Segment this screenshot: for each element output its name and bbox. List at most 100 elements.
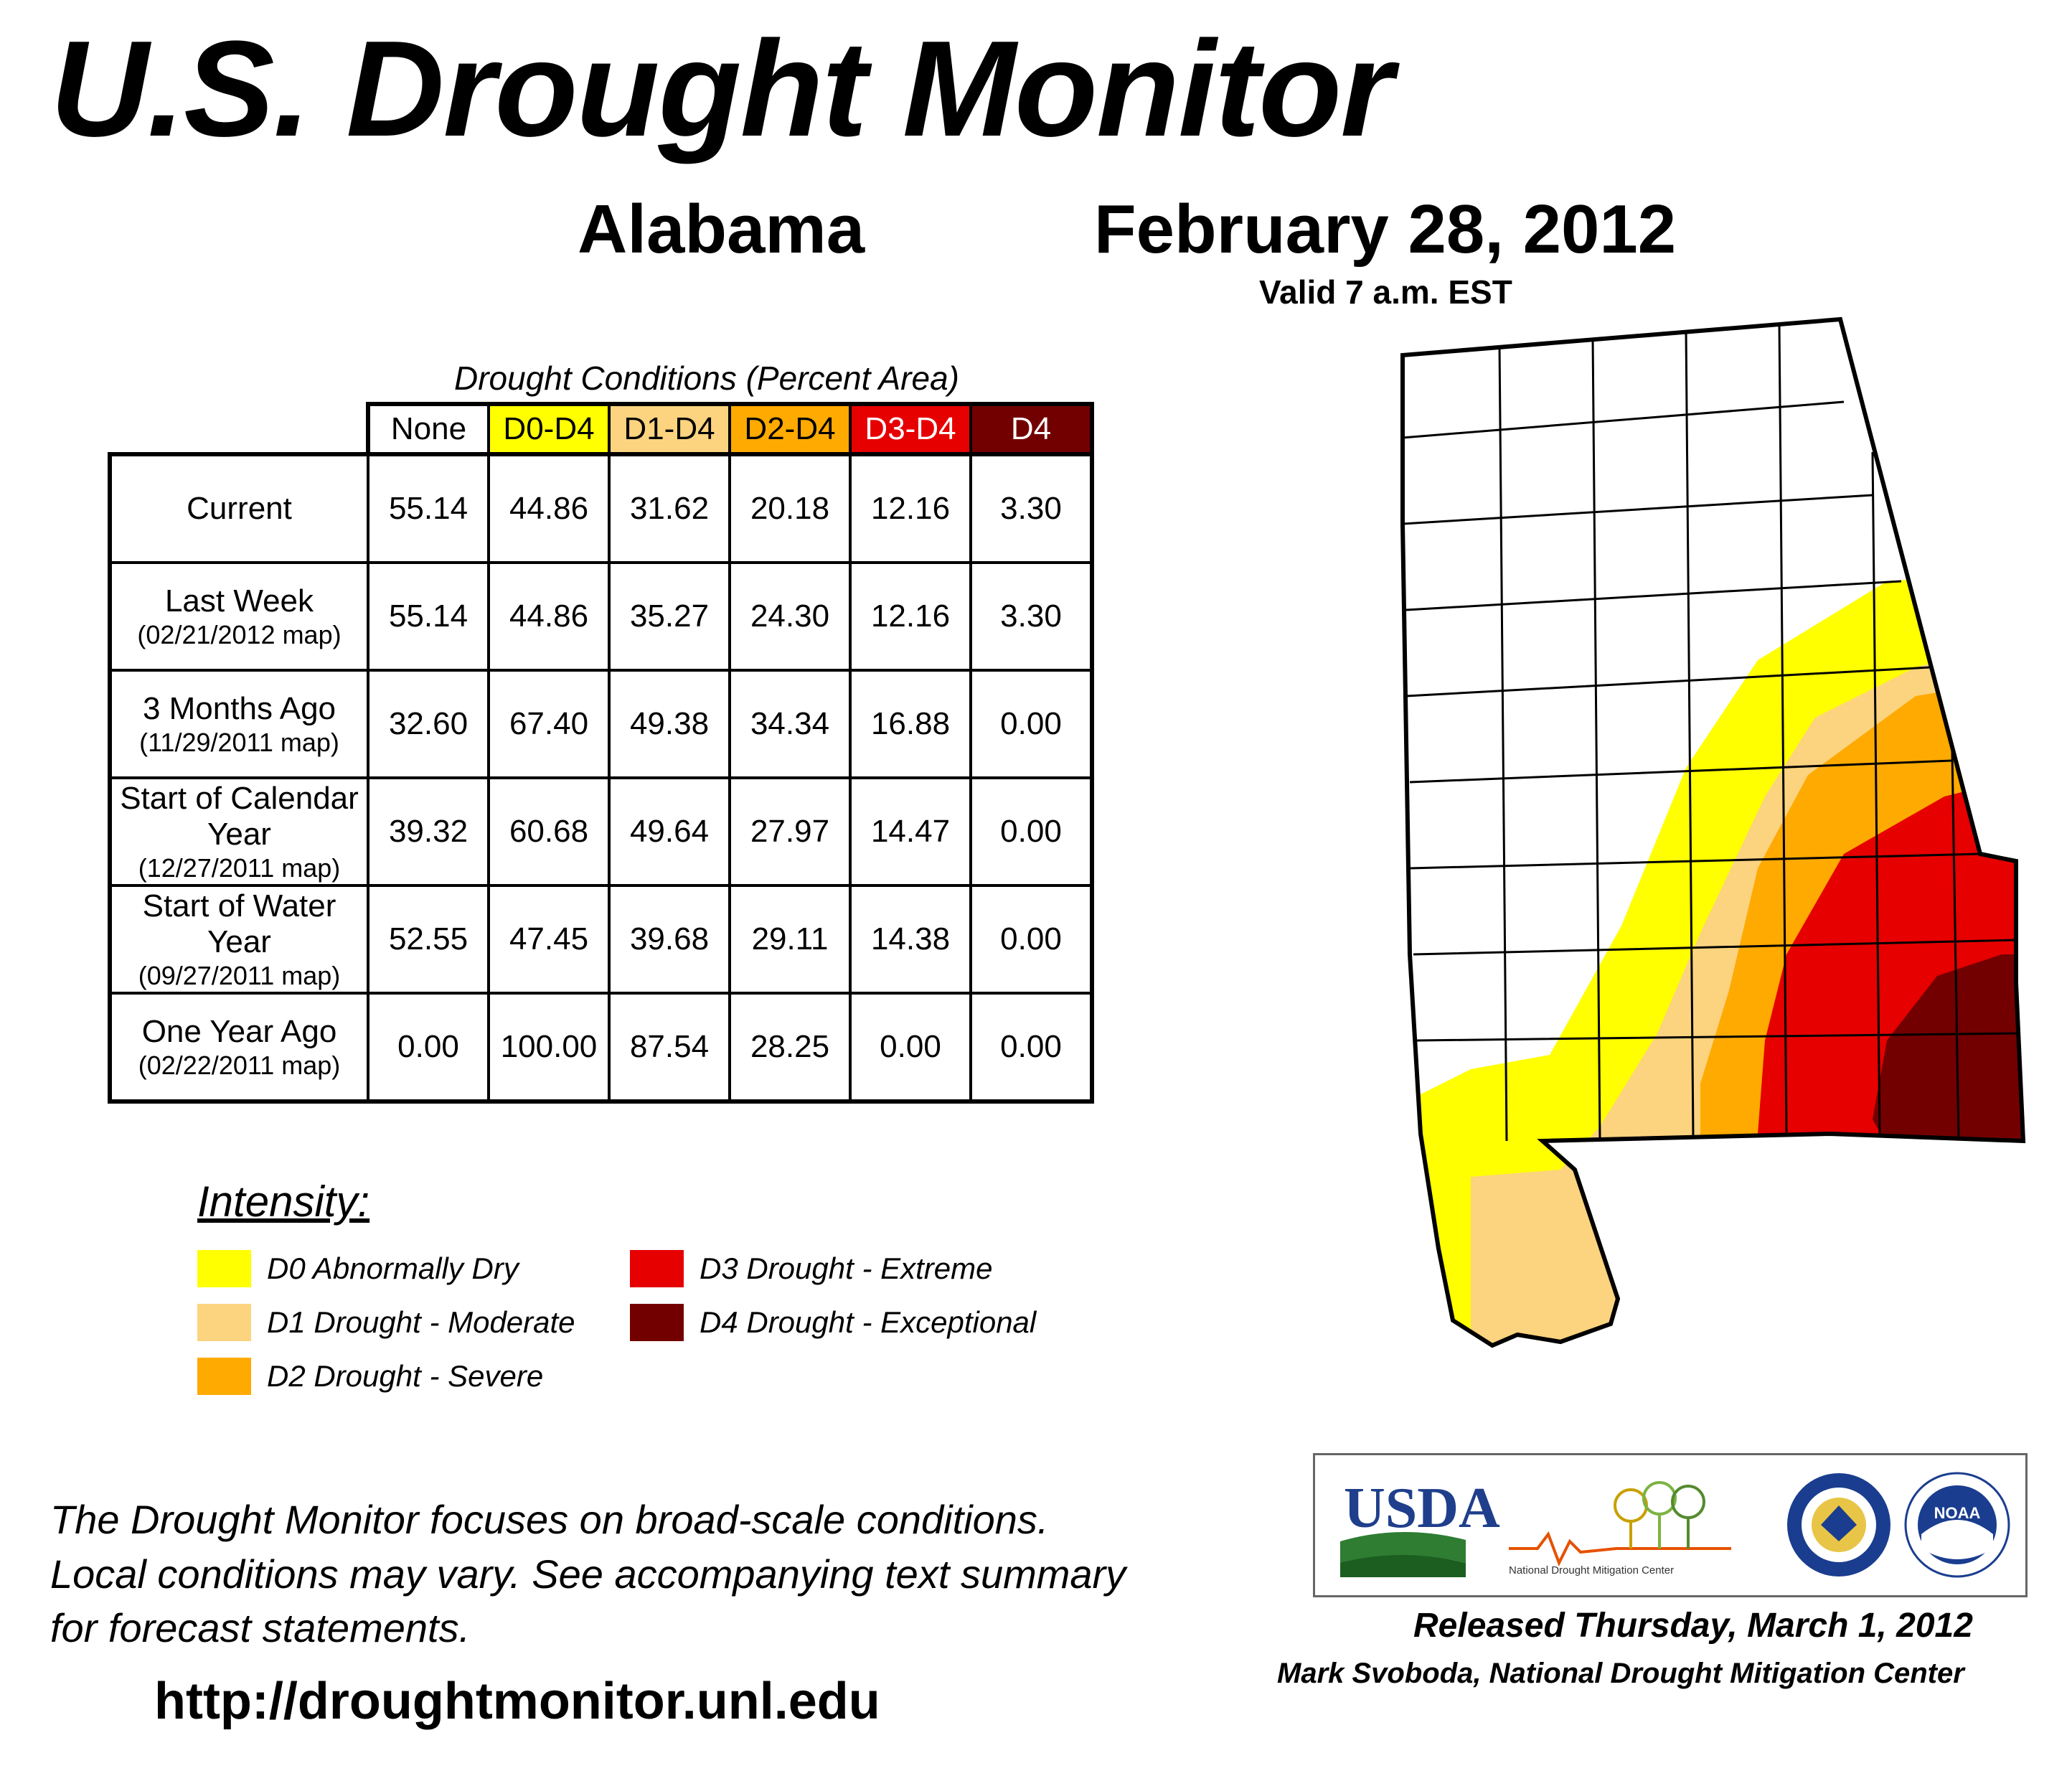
row-label-text: Last Week — [164, 583, 314, 619]
noaa-logo: NOAA — [1904, 1472, 2010, 1578]
row-label-text: One Year Ago — [141, 1014, 337, 1049]
table-cell: 49.64 — [608, 776, 731, 887]
valid-time: Valid 7 a.m. EST — [1259, 273, 1512, 311]
drought-conditions-table: None D0-D4 D1-D4 D2-D4 D3-D4 D4 Current 5… — [108, 402, 1094, 1104]
table-cell: 44.86 — [487, 561, 611, 672]
table-cell: 0.00 — [969, 884, 1094, 995]
alabama-drought-map — [1385, 309, 2030, 1399]
table-cell: 0.00 — [367, 992, 490, 1104]
table-header-row: None D0-D4 D1-D4 D2-D4 D3-D4 D4 — [110, 402, 1094, 456]
legend-title: Intensity: — [197, 1178, 370, 1226]
row-label-text: Start of Water Year — [142, 888, 336, 960]
table-cell: 49.38 — [608, 669, 731, 779]
col-header: D2-D4 — [728, 402, 852, 456]
row-label: Start of Calendar Year (12/27/2011 map) — [108, 776, 369, 887]
table-cell: 27.97 — [728, 776, 852, 887]
author-credit: Mark Svoboda, National Drought Mitigatio… — [1277, 1658, 1964, 1689]
table-cell: 67.40 — [487, 669, 611, 779]
row-label: Start of Water Year (09/27/2011 map) — [108, 884, 369, 995]
usda-logo-text: USDA — [1344, 1477, 1500, 1540]
website-link[interactable]: http://droughtmonitor.unl.edu — [154, 1673, 880, 1730]
row-label: Current — [108, 452, 369, 564]
table-cell: 0.00 — [969, 776, 1094, 887]
table-cell: 24.30 — [728, 561, 852, 672]
logos-svg: USDA National Drought Mitigation Center … — [1340, 1472, 2010, 1578]
drought-zones — [1403, 319, 2023, 1345]
table-cell: 28.25 — [728, 992, 852, 1104]
col-header: D4 — [969, 402, 1094, 456]
partner-logos: USDA National Drought Mitigation Center … — [1313, 1453, 2028, 1597]
table-row: Start of Calendar Year (12/27/2011 map) 39… — [108, 776, 1094, 887]
table-cell: 52.55 — [367, 884, 490, 995]
legend-swatch — [197, 1357, 251, 1395]
table-cell: 20.18 — [728, 452, 852, 564]
legend-swatch — [197, 1249, 251, 1287]
ndmc-logo-text: National Drought Mitigation Center — [1509, 1564, 1674, 1577]
row-label-date: (09/27/2011 map) — [138, 960, 341, 990]
commerce-seal — [1787, 1473, 1890, 1577]
table-cell: 44.86 — [487, 452, 611, 564]
map-date: February 28, 2012 — [1094, 191, 1677, 268]
row-label: Last Week (02/21/2012 map) — [108, 561, 369, 672]
table-cell: 0.00 — [969, 669, 1094, 779]
ndmc-logo: National Drought Mitigation Center — [1509, 1481, 1731, 1577]
table-cell: 29.11 — [728, 884, 852, 995]
table-cell: 16.88 — [849, 669, 972, 779]
table-cell: 87.54 — [608, 992, 731, 1104]
legend-label: D3 Drought - Extreme — [700, 1251, 993, 1285]
table-cell: 31.62 — [608, 452, 731, 564]
footnote-line: for forecast statements. — [50, 1605, 471, 1651]
col-header: D1-D4 — [608, 402, 731, 456]
table-row: Last Week (02/21/2012 map) 55.14 44.86 35.27… — [108, 561, 1094, 672]
state-name: Alabama — [578, 191, 865, 268]
table-cell: 12.16 — [849, 561, 972, 672]
legend-item-d3: D3 Drought - Extreme — [630, 1249, 992, 1288]
row-label-text: Current — [187, 490, 292, 526]
legend-item-d1: D1 Drought - Moderate — [197, 1302, 575, 1342]
d4-zone — [1873, 954, 2023, 1170]
table-cell: 100.00 — [487, 992, 611, 1104]
row-label: 3 Months Ago (11/29/2011 map) — [108, 669, 369, 779]
table-cell: 55.14 — [367, 561, 490, 672]
table-row: One Year Ago (02/22/2011 map) 0.00 100.00 87… — [108, 992, 1094, 1104]
legend-item-d0: D0 Abnormally Dry — [197, 1249, 519, 1288]
footnote-line: The Drought Monitor focuses on broad-sca… — [50, 1497, 1049, 1542]
legend-label: D1 Drought - Moderate — [267, 1305, 575, 1339]
table-cell: 0.00 — [849, 992, 972, 1104]
table-cell: 47.45 — [487, 884, 611, 995]
table-row: Current 55.14 44.86 31.62 20.18 12.16 3.30 — [108, 452, 1094, 564]
col-header: None — [366, 402, 490, 456]
row-label: One Year Ago (02/22/2011 map) — [108, 992, 369, 1104]
table-cell: 3.30 — [969, 452, 1094, 564]
row-label-text: Start of Calendar Year — [120, 780, 359, 852]
table-cell: 34.34 — [728, 669, 852, 779]
table-cell: 14.38 — [849, 884, 972, 995]
legend-item-d2: D2 Drought - Severe — [197, 1356, 543, 1396]
page-title: U.S. Drought Monitor — [50, 13, 1393, 165]
legend-swatch — [630, 1303, 684, 1341]
table-cell: 60.68 — [487, 776, 611, 887]
col-header: D0-D4 — [487, 402, 611, 456]
footnote-line: Local conditions may vary. See accompany… — [50, 1551, 1126, 1597]
county-lines — [1403, 322, 2020, 1142]
legend-item-d4: D4 Drought - Exceptional — [630, 1302, 1036, 1342]
row-label-date: (02/22/2011 map) — [138, 1050, 341, 1080]
row-label-date: (02/21/2012 map) — [137, 619, 342, 649]
table-caption: Drought Conditions (Percent Area) — [454, 360, 959, 397]
table-cell: 39.68 — [608, 884, 731, 995]
col-header: D3-D4 — [849, 402, 972, 456]
row-label-date: (12/27/2011 map) — [138, 852, 341, 883]
table-cell: 55.14 — [367, 452, 490, 564]
footnote: The Drought Monitor focuses on broad-sca… — [50, 1493, 1270, 1655]
table-row: 3 Months Ago (11/29/2011 map) 32.60 67.40 49… — [108, 669, 1094, 779]
table-cell: 3.30 — [969, 561, 1094, 672]
row-label-text: 3 Months Ago — [142, 691, 336, 726]
legend-label: D2 Drought - Severe — [267, 1358, 544, 1393]
legend-label: D0 Abnormally Dry — [267, 1251, 519, 1285]
table-cell: 35.27 — [608, 561, 731, 672]
legend-swatch — [630, 1249, 684, 1287]
table-cell: 0.00 — [969, 992, 1094, 1104]
table-row: Start of Water Year (09/27/2011 map) 52.55… — [108, 884, 1094, 995]
table-cell: 39.32 — [367, 776, 490, 887]
row-label-date: (11/29/2011 map) — [139, 727, 339, 757]
